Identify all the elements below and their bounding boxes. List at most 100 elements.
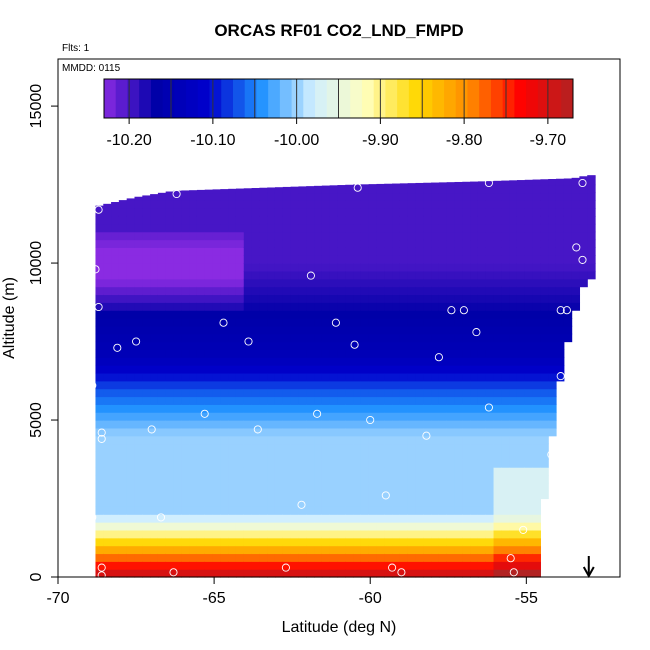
heatmap-cell [509,270,518,280]
colorbar-swatch [502,79,515,118]
heatmap-cell [196,522,206,531]
heatmap-cell [423,412,432,421]
heatmap-cell [196,474,206,484]
heatmap-cell [462,200,471,209]
heatmap-cell [493,208,502,217]
heatmap-cell [353,278,362,288]
heatmap-cell [540,427,549,437]
heatmap-cell [353,435,362,445]
heatmap-cell [150,404,159,413]
heatmap-cell [103,294,112,303]
heatmap-cell [516,372,526,382]
heatmap-cell [321,396,331,405]
heatmap-cell [329,553,339,562]
heatmap-cell [95,286,104,296]
heatmap-cell [415,333,424,343]
heatmap-cell [399,357,409,366]
heatmap-cell [485,498,495,507]
heatmap-cell [243,537,253,547]
heatmap-cell [360,310,370,319]
heatmap-cell [157,396,167,405]
heatmap-cell [181,537,190,547]
heatmap-cell [306,537,315,547]
heatmap-cell [204,215,214,225]
heatmap-cell [150,255,159,264]
heatmap-cell [212,404,221,413]
heatmap-cell [251,310,260,319]
heatmap-cell [376,184,385,194]
heatmap-cell [259,349,268,358]
heatmap-cell [353,263,362,272]
heatmap-cell [290,192,300,201]
heatmap-cell [360,537,370,547]
heatmap-cell [118,404,128,413]
heatmap-cell [290,341,300,350]
heatmap-cell [376,553,385,562]
heatmap-cell [196,263,206,272]
heatmap-cell [290,349,300,358]
heatmap-cell [399,263,409,272]
heatmap-cell [290,200,300,209]
heatmap-cell [298,490,307,500]
heatmap-cell [126,349,136,358]
heatmap-cell [579,223,588,233]
heatmap-cell [321,561,331,570]
heatmap-cell [111,208,120,217]
heatmap-cell [181,569,190,578]
heatmap-cell [103,333,112,343]
heatmap-cell [438,294,448,303]
heatmap-cell [384,325,393,335]
heatmap-cell [212,215,221,225]
heatmap-cell [415,569,424,578]
heatmap-cell [118,365,128,374]
heatmap-cell [563,239,573,248]
heatmap-cell [274,231,284,241]
heatmap-cell [181,239,190,248]
heatmap-cell [267,451,276,460]
heatmap-cell [563,333,573,343]
heatmap-cell [181,215,190,225]
heatmap-cell [477,490,487,500]
heatmap-cell [454,286,463,296]
heatmap-cell [196,310,206,319]
heatmap-cell [235,188,245,194]
heatmap-cell [212,427,221,437]
heatmap-cell [571,231,581,241]
heatmap-cell [454,231,463,241]
heatmap-cell [501,451,510,460]
heatmap-cell [267,427,276,437]
heatmap-cell [111,325,120,335]
heatmap-cell [150,380,159,390]
heatmap-cell [337,278,346,288]
heatmap-cell [548,388,557,398]
heatmap-cell [111,263,120,272]
heatmap-cell [150,365,159,374]
heatmap-cell [150,553,159,562]
heatmap-cell [267,310,276,319]
heatmap-cell [345,349,354,358]
heatmap-cell [485,412,495,421]
colorbar-swatch [268,79,281,118]
heatmap-cell [274,187,284,194]
heatmap-cell [415,388,424,398]
heatmap-cell [212,294,221,303]
heatmap-cell [329,498,339,507]
heatmap-cell [368,215,378,225]
sample-point [572,243,581,252]
heatmap-cell [392,372,401,382]
heatmap-cell [555,333,565,343]
heatmap-cell [165,451,175,460]
heatmap-cell [368,435,378,445]
heatmap-cell [173,255,182,264]
heatmap-cell [337,310,346,319]
heatmap-cell [142,514,151,523]
heatmap-cell [477,522,487,531]
heatmap-cell [142,412,151,421]
heatmap-cell [524,333,534,343]
heatmap-cell [384,522,393,531]
heatmap-cell [407,537,417,547]
heatmap-cell [376,459,385,468]
heatmap-cell [345,553,354,562]
heatmap-cell [477,467,487,476]
heatmap-cell [516,263,526,272]
